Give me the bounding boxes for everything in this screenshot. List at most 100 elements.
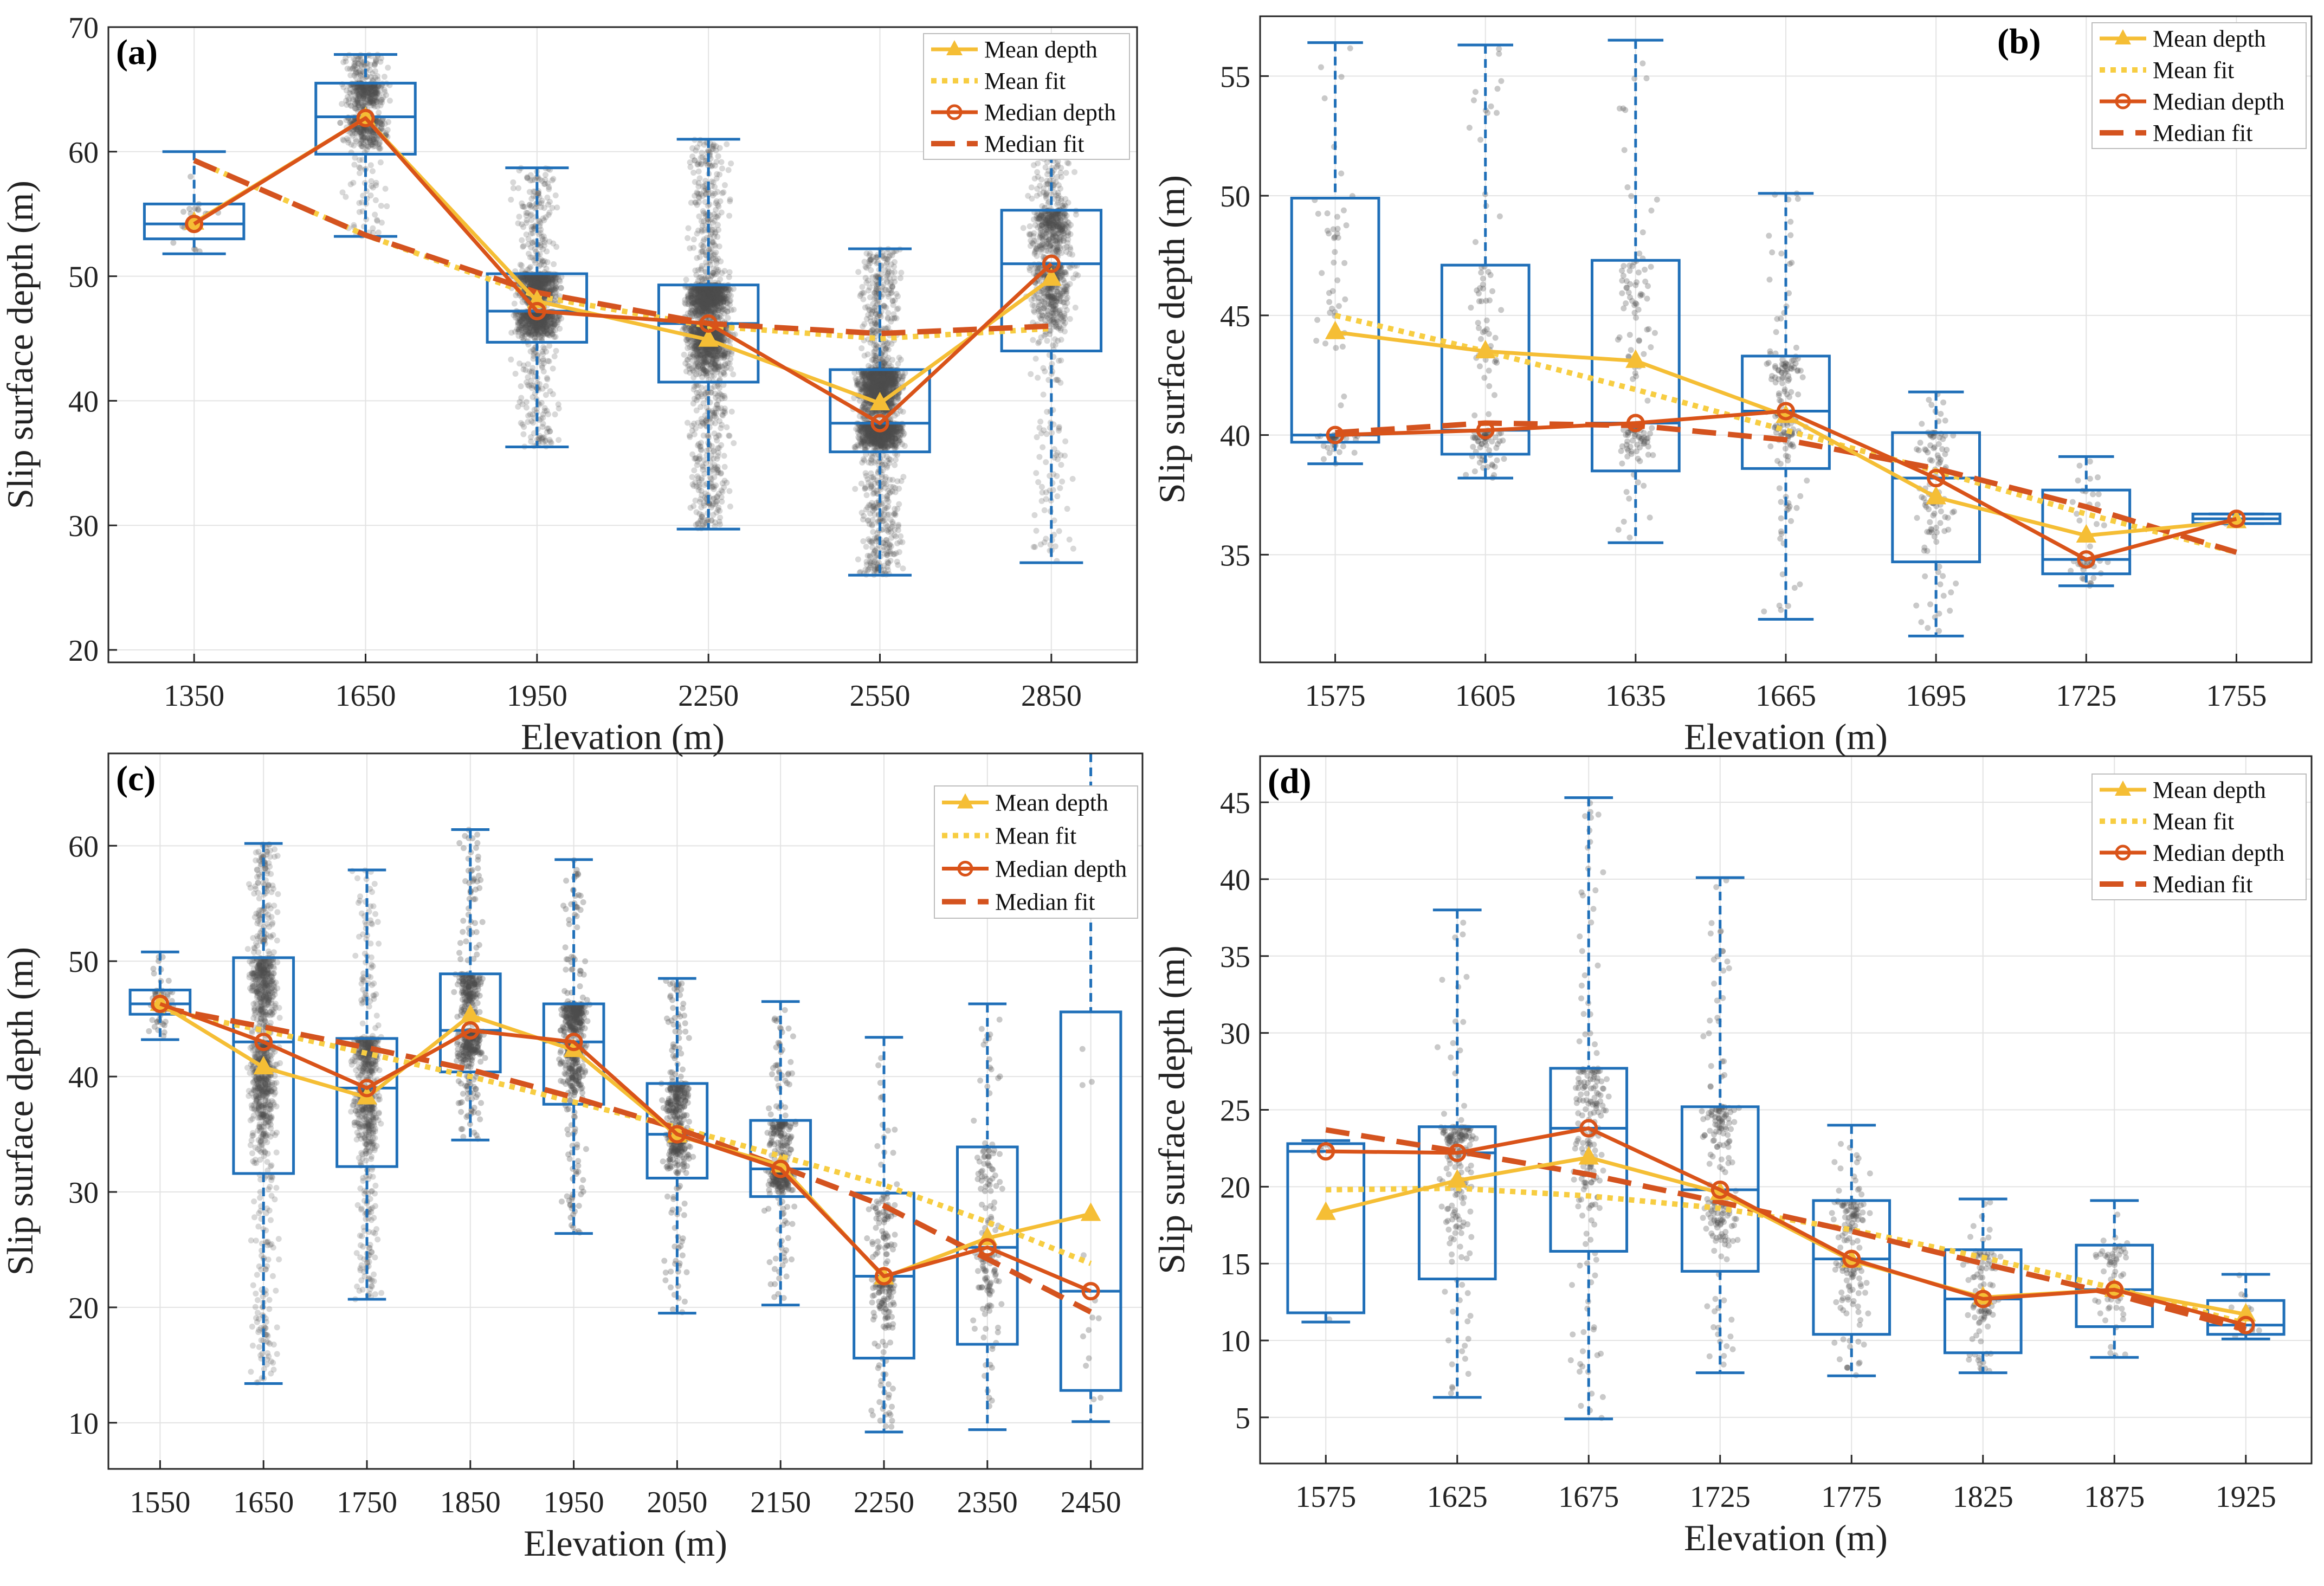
data-point [696, 160, 702, 166]
data-point [710, 352, 716, 358]
data-point [372, 212, 378, 218]
data-point [709, 485, 715, 491]
data-point [546, 184, 552, 190]
data-point [696, 214, 702, 220]
data-point [701, 183, 707, 189]
data-point [699, 514, 705, 520]
data-point [727, 198, 733, 204]
data-point [687, 433, 693, 439]
data-point [694, 462, 700, 468]
data-point [556, 402, 561, 408]
data-point [709, 273, 715, 279]
data-point [378, 203, 384, 209]
data-point [544, 248, 550, 254]
data-point [351, 222, 357, 228]
data-point [531, 356, 537, 362]
data-point [546, 321, 552, 327]
data-point [716, 385, 722, 391]
data-point [693, 361, 699, 367]
data-point [522, 325, 528, 331]
data-point [528, 378, 534, 384]
data-point [693, 312, 699, 318]
data-point [543, 214, 549, 220]
data-point [721, 370, 727, 376]
data-point [531, 327, 537, 333]
data-point [370, 168, 376, 174]
data-point [376, 109, 382, 115]
data-point [728, 160, 734, 166]
data-point [698, 505, 704, 511]
data-point [722, 464, 728, 470]
data-point [525, 413, 531, 419]
data-point [718, 425, 724, 431]
data-point [520, 243, 526, 249]
data-point [685, 345, 690, 351]
data-point [691, 291, 697, 297]
data-point [697, 254, 703, 260]
data-point [540, 351, 546, 357]
data-point [698, 440, 704, 446]
data-point [701, 142, 707, 148]
data-point [713, 415, 719, 421]
data-point [716, 172, 722, 178]
data-point [721, 453, 727, 459]
data-point [721, 485, 727, 491]
data-point [522, 333, 528, 339]
data-point [689, 365, 695, 371]
data-point [694, 509, 700, 515]
data-point [722, 182, 728, 188]
data-point [726, 167, 732, 173]
data-point [385, 65, 391, 70]
data-point [343, 194, 348, 200]
data-point [700, 305, 706, 311]
data-point [721, 293, 727, 299]
data-point [701, 367, 707, 373]
data-point [352, 154, 358, 160]
data-point [375, 90, 381, 96]
data-point [710, 192, 716, 198]
data-point [690, 375, 696, 381]
data-point [550, 365, 556, 371]
data-point [691, 483, 697, 489]
data-point [699, 242, 705, 248]
data-point [694, 231, 700, 237]
data-point [529, 227, 535, 233]
data-point [708, 299, 714, 305]
data-point [683, 277, 689, 283]
data-point [348, 141, 354, 147]
data-point [729, 409, 735, 415]
data-point [180, 209, 186, 215]
data-point [696, 169, 702, 175]
data-point [528, 418, 534, 424]
data-point [693, 339, 699, 345]
data-point [705, 517, 711, 523]
data-point [356, 164, 362, 170]
data-point [352, 60, 358, 66]
data-point [357, 170, 363, 176]
data-point [690, 170, 696, 176]
data-point [554, 204, 560, 210]
data-point [527, 212, 533, 218]
data-point [717, 145, 723, 151]
data-point [520, 224, 526, 230]
data-point [682, 297, 688, 303]
data-point [378, 59, 384, 65]
data-point [384, 203, 390, 209]
data-point [546, 425, 552, 431]
data-point [711, 456, 716, 462]
data-point [540, 415, 546, 421]
data-point [387, 98, 393, 104]
data-point [694, 408, 700, 414]
data-point [382, 89, 388, 95]
data-point [722, 395, 728, 401]
data-point [685, 235, 690, 241]
data-point [892, 462, 898, 468]
data-point [524, 217, 530, 223]
data-point [690, 300, 696, 306]
data-point [697, 175, 703, 181]
data-point [528, 370, 534, 376]
data-point [539, 365, 545, 371]
data-point [521, 366, 527, 372]
data-point [714, 510, 720, 515]
data-point [366, 129, 372, 135]
